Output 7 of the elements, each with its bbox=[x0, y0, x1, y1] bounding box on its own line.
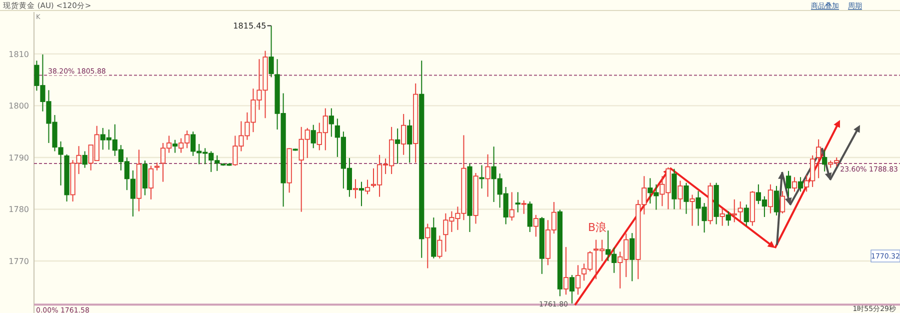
y-tick-label: 1790 bbox=[8, 153, 29, 162]
y-tick-label: 1770 bbox=[8, 257, 29, 266]
y-tick-label: 1800 bbox=[8, 102, 29, 111]
annotation: B浪 bbox=[588, 221, 607, 234]
annotation: 1815.45 bbox=[233, 22, 266, 31]
y-tick-label: 1810 bbox=[8, 50, 29, 59]
y-tick-label: 1780 bbox=[8, 205, 29, 214]
